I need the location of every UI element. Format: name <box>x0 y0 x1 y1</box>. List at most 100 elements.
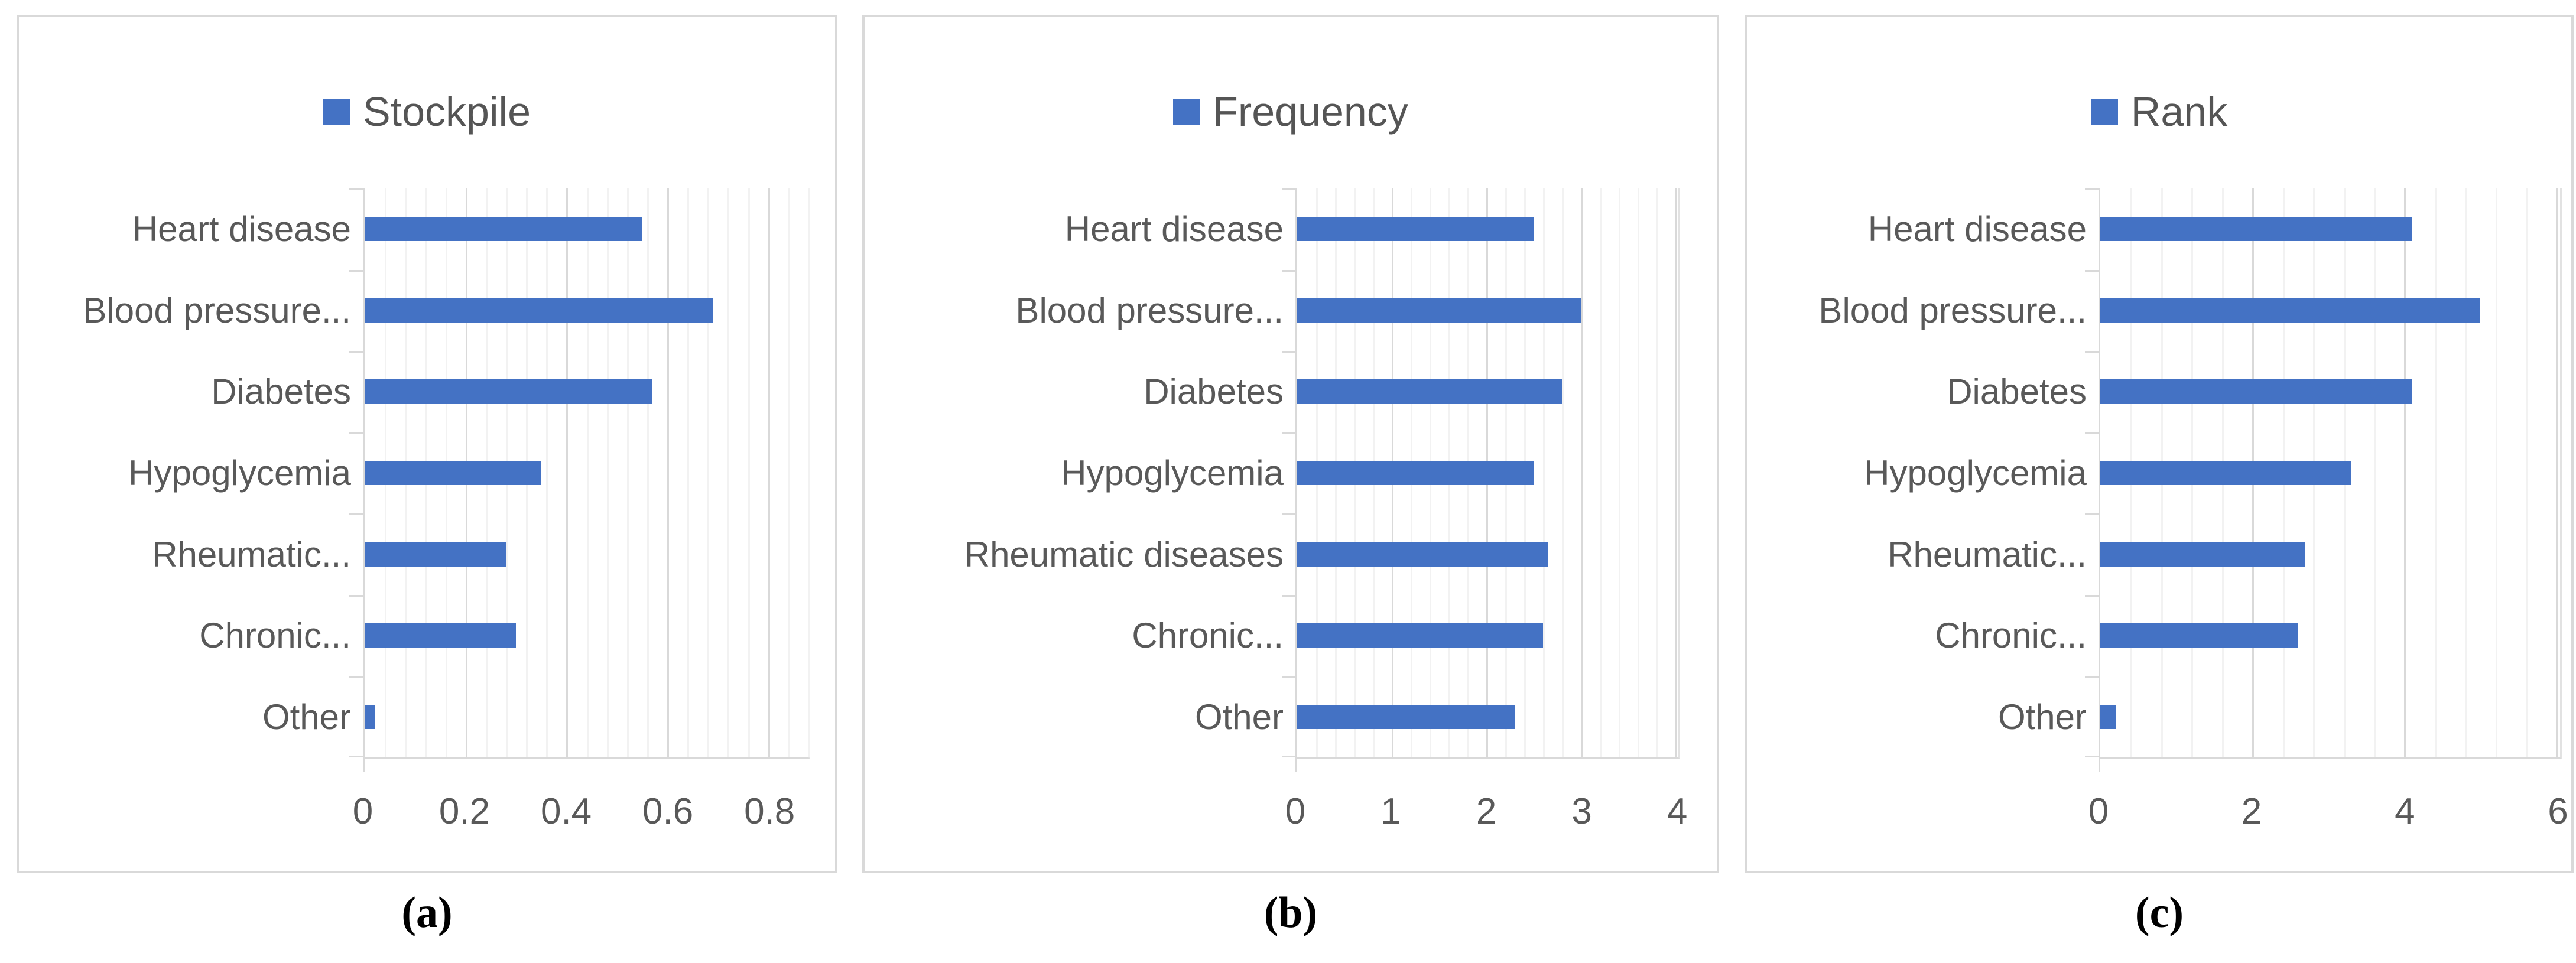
value-axis-tick-label: 0.6 <box>642 791 694 832</box>
category-label: Chronic... <box>199 616 351 656</box>
category-axis-tick <box>1282 676 1296 678</box>
category-axis-tick <box>2085 269 2099 272</box>
category-label: Chronic... <box>1132 616 1284 656</box>
minor-gridline <box>2526 188 2528 757</box>
legend-label: Rank <box>2130 89 2228 135</box>
category-label: Other <box>262 697 351 737</box>
value-axis-tick-label: 2 <box>2241 791 2262 832</box>
category-label: Diabetes <box>1947 372 2087 412</box>
value-axis-tick-label: 4 <box>2395 791 2415 832</box>
category-axis-tick <box>2085 351 2099 353</box>
bar-blood-pressure <box>365 298 713 323</box>
chart-box-b: Frequency Heart disease Blood pressure...… <box>862 15 1719 873</box>
minor-gridline <box>2495 188 2497 757</box>
bar-chronic <box>1297 623 1544 648</box>
legend-c: Rank <box>1747 76 2571 147</box>
bar-diabetes <box>2100 379 2412 404</box>
category-axis-tick <box>349 756 363 757</box>
minor-gridline <box>1619 188 1621 757</box>
plot-area <box>2085 188 2562 772</box>
minor-gridline <box>687 188 690 757</box>
category-label: Blood pressure... <box>1015 290 1284 330</box>
category-label: Diabetes <box>1144 372 1284 412</box>
bar-blood-pressure <box>2100 298 2480 323</box>
minor-gridline <box>1600 188 1602 757</box>
value-axis-zero-tick <box>2099 759 2100 772</box>
legend-label: Stockpile <box>362 89 531 135</box>
minor-gridline <box>1562 188 1564 757</box>
minor-gridline <box>1638 188 1640 757</box>
value-axis-tick-label: 3 <box>1571 791 1592 832</box>
category-axis-tick <box>349 676 363 678</box>
category-label: Rheumatic... <box>152 534 351 574</box>
legend-marker-icon <box>323 98 350 125</box>
bar-chronic <box>365 623 517 648</box>
category-label: Other <box>1194 697 1284 737</box>
minor-gridline <box>647 188 649 757</box>
minor-gridline <box>727 188 730 757</box>
legend-a: Stockpile <box>19 76 835 147</box>
bar-heart-disease <box>365 217 642 242</box>
category-axis-tick <box>349 188 363 190</box>
category-axis-tick <box>1282 756 1296 757</box>
chart-box-c: Rank Heart disease Blood pressure... Diabe… <box>1745 15 2574 873</box>
value-axis-tick-label: 2 <box>1476 791 1497 832</box>
category-label: Hypoglycemia <box>1864 453 2087 493</box>
bar-other <box>2100 704 2116 729</box>
category-label: Heart disease <box>1867 209 2087 249</box>
bar-hypoglycemia <box>2100 461 2351 485</box>
major-gridline <box>1581 188 1583 757</box>
category-axis-labels: Heart disease Blood pressure... Diabetes Hy… <box>1747 188 2099 757</box>
bar-chronic <box>2100 623 2298 648</box>
minor-gridline <box>2373 188 2376 757</box>
category-label: Rheumatic... <box>1888 534 2087 574</box>
category-axis-labels: Heart disease Blood pressure... Diabetes Hy… <box>865 188 1295 757</box>
category-label: Rheumatic diseases <box>964 534 1284 574</box>
bar-other <box>1297 704 1515 729</box>
category-axis-tick <box>1282 188 1296 190</box>
value-axis-zero-tick <box>1295 759 1297 772</box>
category-axis-tick <box>349 513 363 516</box>
subfigure-caption-b: (b) <box>1263 889 1318 937</box>
value-axis-tick-label: 1 <box>1380 791 1401 832</box>
bar-diabetes <box>1297 379 1563 404</box>
value-axis-tick-label: 0 <box>352 791 373 832</box>
minor-gridline <box>1543 188 1545 757</box>
minor-gridline <box>586 188 589 757</box>
major-gridline <box>667 188 670 757</box>
legend-marker-icon <box>2091 98 2118 125</box>
category-axis-tick <box>2085 188 2099 190</box>
category-axis-tick <box>2085 513 2099 516</box>
bar-other <box>365 704 375 729</box>
minor-gridline <box>1656 188 1659 757</box>
category-label: Heart disease <box>132 209 351 249</box>
bar-rheumatic-diseases <box>1297 542 1548 567</box>
category-axis-tick <box>1282 513 1296 516</box>
major-gridline <box>566 188 569 757</box>
legend-b: Frequency <box>865 76 1717 147</box>
value-axis-tick-label: 0 <box>2088 791 2109 832</box>
minor-gridline <box>788 188 790 757</box>
bar-hypoglycemia <box>365 461 541 485</box>
plot-area <box>349 188 810 772</box>
category-axis-tick <box>349 269 363 272</box>
category-axis-tick <box>349 594 363 597</box>
value-axis-labels: 0 1 2 3 4 <box>1285 785 1688 838</box>
plot-area <box>1282 188 1680 772</box>
chart-box-a: Stockpile Heart disease Blood pressure...… <box>17 15 837 873</box>
bar-blood-pressure <box>1297 298 1581 323</box>
category-label: Hypoglycemia <box>1061 453 1284 493</box>
value-axis-tick-label: 0 <box>1285 791 1306 832</box>
category-label: Blood pressure... <box>1818 290 2087 330</box>
minor-gridline <box>2465 188 2467 757</box>
category-axis-tick <box>1282 432 1296 434</box>
category-axis-tick <box>349 432 363 434</box>
bar-rheumatic <box>2100 542 2306 567</box>
value-axis-tick-label: 4 <box>1667 791 1688 832</box>
category-label: Blood pressure... <box>83 290 351 330</box>
minor-gridline <box>808 188 810 757</box>
subfigure-caption-a: (a) <box>401 889 453 937</box>
value-axis-zero-tick <box>363 759 365 772</box>
category-axis-tick <box>2085 594 2099 597</box>
